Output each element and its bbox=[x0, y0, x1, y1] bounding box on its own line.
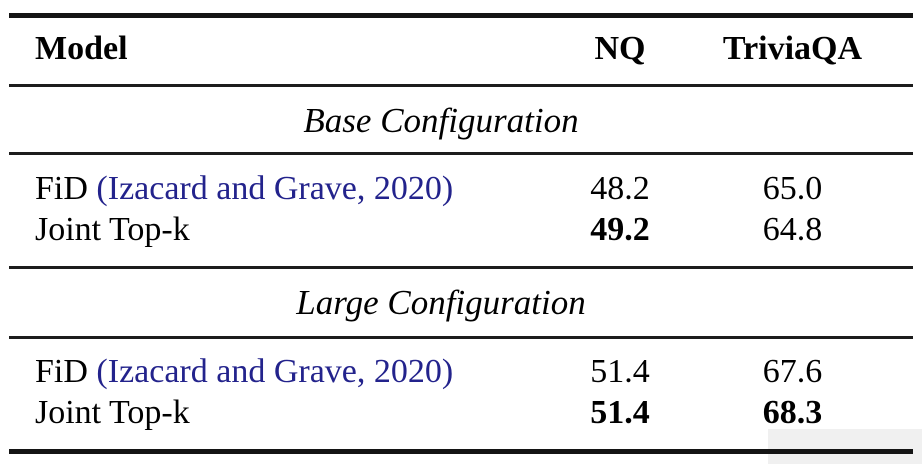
triviaqa-value: 64.8 bbox=[762, 211, 823, 248]
triviaqa-value: 65.0 bbox=[762, 170, 823, 207]
nq-value: 49.2 bbox=[590, 211, 650, 248]
nq-value: 48.2 bbox=[590, 170, 650, 207]
model-cell: Joint Top-k bbox=[0, 209, 555, 250]
section-rule bbox=[9, 152, 913, 155]
model-cell: Joint Top-k bbox=[0, 392, 555, 433]
model-name: Joint Top-k bbox=[35, 394, 190, 431]
scan-artifact bbox=[768, 429, 922, 464]
model-name: FiD bbox=[35, 170, 97, 207]
column-header-nq: NQ bbox=[594, 29, 646, 67]
section-rule bbox=[9, 266, 913, 269]
model-cell: FiD (Izacard and Grave, 2020) bbox=[0, 351, 555, 392]
table-row: Joint Top-k 51.4 68.3 bbox=[0, 392, 922, 433]
table-row: Joint Top-k 49.2 64.8 bbox=[0, 209, 922, 250]
table-top-rule bbox=[9, 13, 913, 18]
citation-link[interactable]: (Izacard and Grave, 2020) bbox=[96, 353, 454, 390]
table-header-row: Model NQ TriviaQA bbox=[0, 26, 922, 70]
nq-value: 51.4 bbox=[590, 394, 650, 431]
column-header-model: Model bbox=[35, 29, 128, 67]
header-rule bbox=[9, 84, 913, 87]
section-rule bbox=[9, 336, 913, 339]
table-bottom-rule bbox=[9, 449, 913, 454]
column-header-triviaqa: TriviaQA bbox=[722, 29, 863, 67]
triviaqa-value: 67.6 bbox=[762, 353, 823, 390]
model-name: Joint Top-k bbox=[35, 211, 190, 248]
triviaqa-value: 68.3 bbox=[762, 394, 823, 431]
citation-link[interactable]: (Izacard and Grave, 2020) bbox=[96, 170, 454, 207]
nq-value: 51.4 bbox=[590, 353, 650, 390]
model-cell: FiD (Izacard and Grave, 2020) bbox=[0, 168, 555, 209]
table-row: FiD (Izacard and Grave, 2020) 48.2 65.0 bbox=[0, 168, 922, 209]
section-title-large: Large Configuration bbox=[296, 283, 586, 322]
table-row: FiD (Izacard and Grave, 2020) 51.4 67.6 bbox=[0, 351, 922, 392]
section-title-base: Base Configuration bbox=[303, 101, 579, 140]
model-name: FiD bbox=[35, 353, 97, 390]
